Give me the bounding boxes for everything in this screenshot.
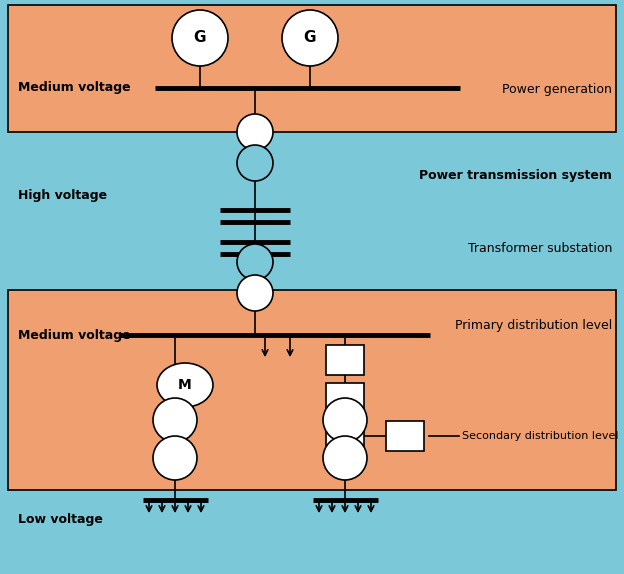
Circle shape (323, 436, 367, 480)
Text: G: G (193, 30, 207, 45)
Text: Medium voltage: Medium voltage (18, 82, 130, 95)
Bar (386, 421, 424, 451)
Circle shape (237, 244, 273, 280)
Text: High voltage: High voltage (18, 188, 107, 201)
Circle shape (282, 10, 338, 66)
Text: Secondary distribution level: Secondary distribution level (462, 431, 618, 441)
Text: Low voltage: Low voltage (18, 513, 103, 526)
Ellipse shape (157, 363, 213, 407)
Circle shape (237, 275, 273, 311)
Circle shape (237, 114, 273, 150)
Circle shape (153, 398, 197, 442)
Bar (8, 290, 616, 490)
Text: Power generation: Power generation (502, 83, 612, 96)
Text: Transformer substation: Transformer substation (467, 242, 612, 254)
Bar (326, 421, 364, 451)
Circle shape (153, 436, 197, 480)
Circle shape (237, 145, 273, 181)
Text: Power transmission system: Power transmission system (419, 169, 612, 181)
Text: M: M (178, 378, 192, 392)
Text: Medium voltage: Medium voltage (18, 328, 130, 342)
Bar (8, 5, 616, 132)
Text: G: G (304, 30, 316, 45)
Text: Primary distribution level: Primary distribution level (455, 319, 612, 332)
Bar (326, 345, 364, 375)
Circle shape (323, 398, 367, 442)
Bar (326, 383, 364, 413)
Circle shape (172, 10, 228, 66)
